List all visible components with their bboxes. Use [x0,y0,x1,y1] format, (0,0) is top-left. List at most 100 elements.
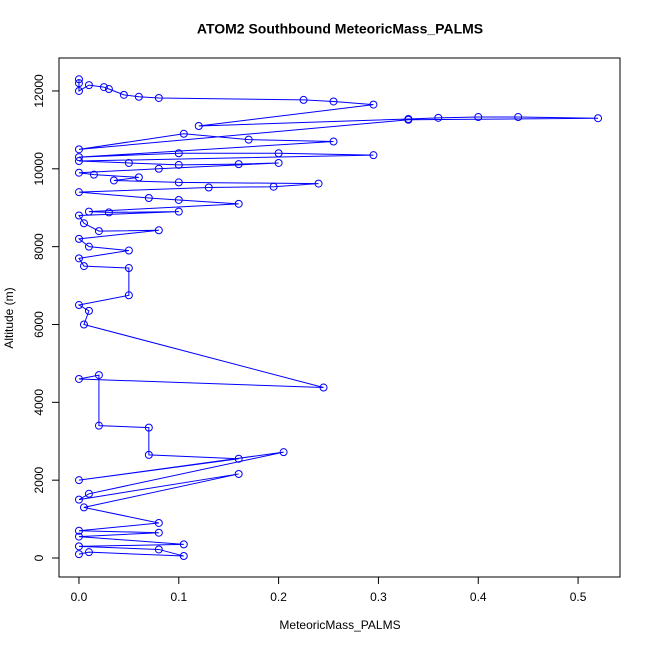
data-point [174,178,183,187]
data-point [274,158,283,167]
x-tick-label: 0.2 [270,590,287,604]
data-point [74,188,83,197]
y-axis-label: Altitude (m) [2,287,16,348]
data-point [179,540,188,549]
x-tick-label: 0.1 [170,590,187,604]
data-point [79,503,88,512]
data-point [174,207,183,216]
data-point [74,234,83,243]
data-point [204,183,213,192]
data-point [84,306,93,315]
data-point [234,454,243,463]
data-point [124,246,133,255]
data-point [144,193,153,202]
data-point [369,100,378,109]
data-point [94,227,103,236]
plot-box [58,57,621,578]
data-point [269,182,278,191]
data-point [89,170,98,179]
data-point [279,448,288,457]
x-axis-label: MeteoricMass_PALMS [279,618,400,632]
data-point [234,199,243,208]
data-point [369,151,378,160]
data-point [74,157,83,166]
data-point [74,476,83,485]
data-point [234,469,243,478]
x-tick-label: 0.3 [370,590,387,604]
data-point [74,86,83,95]
data-point [154,93,163,102]
data-point [84,81,93,90]
data-point [104,85,113,94]
data-point [134,173,143,182]
data-point [329,97,338,106]
y-tick-label: 0 [32,554,46,561]
data-point [109,176,118,185]
data-point [94,421,103,430]
chart-title: ATOM2 Southbound MeteoricMass_PALMS [197,21,483,37]
data-point [74,374,83,383]
data-point [74,75,83,84]
data-point [134,92,143,101]
data-point [74,542,83,551]
x-tick-label: 0.5 [570,590,587,604]
data-point [74,532,83,541]
data-point [474,113,483,122]
data-point [154,545,163,554]
y-tick-label: 6000 [32,311,46,338]
data-point [174,195,183,204]
data-point [74,526,83,535]
data-point [84,489,93,498]
data-point [74,254,83,263]
data-point [594,114,603,123]
data-point [99,83,108,92]
data-line [77,79,599,557]
data-point [74,495,83,504]
data-point [84,548,93,557]
data-point [74,145,83,154]
y-tick-label: 2000 [32,466,46,493]
y-tick-label: 10000 [32,152,46,186]
data-point [144,423,153,432]
data-point [94,371,103,380]
data-point [514,113,523,122]
data-point [74,79,83,88]
data-point [84,242,93,251]
data-point [434,113,443,122]
x-tick-label: 0.4 [470,590,487,604]
data-point [179,129,188,138]
data-point [154,164,163,173]
data-point [74,211,83,220]
data-point [74,550,83,559]
data-point [174,149,183,158]
data-point [274,149,283,158]
data-point [74,153,83,162]
data-point [154,528,163,537]
x-tick-label: 0.0 [71,590,88,604]
y-tick-label: 8000 [32,233,46,260]
data-point [74,168,83,177]
data-point [74,301,83,310]
data-point [79,219,88,228]
y-tick-label: 4000 [32,389,46,416]
data-point [179,552,188,561]
data-point [244,135,253,144]
data-point [194,121,203,130]
data-point [174,160,183,169]
data-point [79,320,88,329]
data-point [84,207,93,216]
data-point [154,226,163,235]
data-point [104,208,113,217]
data-point [329,137,338,146]
data-point [154,518,163,527]
data-point [124,264,133,273]
data-point [79,262,88,271]
data-point [234,160,243,169]
data-point [124,158,133,167]
y-tick-label: 12000 [32,74,46,108]
data-point [319,383,328,392]
data-point [299,95,308,104]
data-point [404,115,413,124]
data-point [144,450,153,459]
